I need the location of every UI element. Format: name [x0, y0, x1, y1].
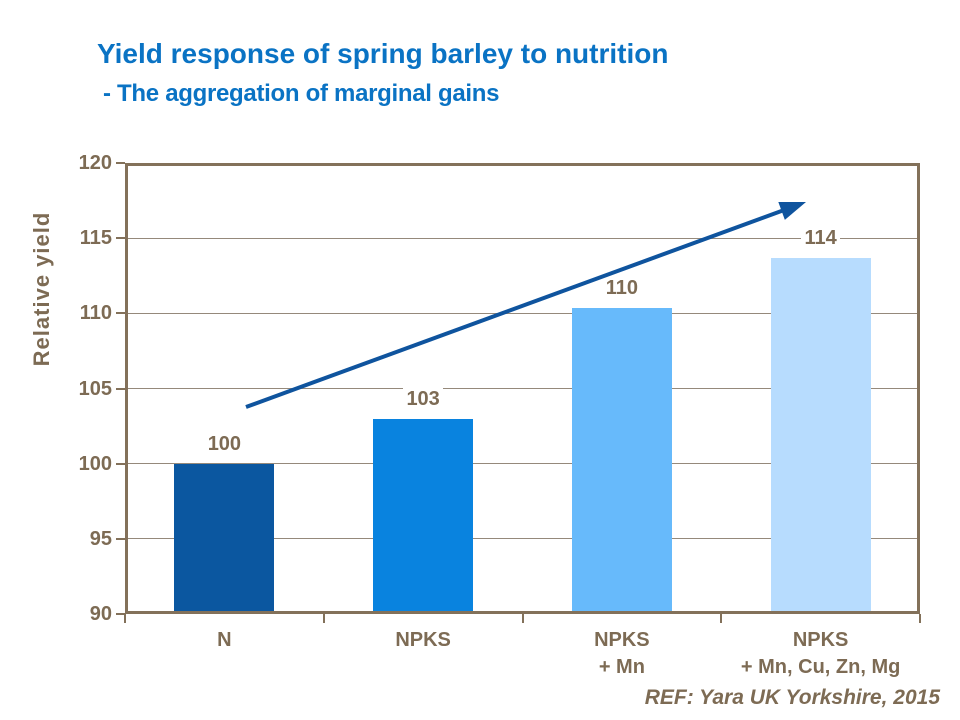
bar-value-text: 114	[801, 227, 840, 250]
x-axis-tick	[124, 614, 126, 623]
y-axis-tick	[116, 387, 125, 390]
x-axis-tick	[919, 614, 921, 623]
y-axis-tick	[116, 462, 125, 465]
y-tick-label: 105	[78, 377, 112, 400]
x-category-label-line: NPKS	[792, 629, 849, 651]
bar-value-label: 114	[771, 227, 871, 250]
bar	[174, 463, 275, 611]
x-category-label: NPKS + Mn, Cu, Zn, Mg	[681, 627, 960, 681]
bar-value-label: 100	[174, 432, 274, 455]
y-axis-tick	[116, 237, 125, 240]
slide-subtitle: - The aggregation of marginal gains	[103, 80, 500, 107]
y-tick-label: 120	[78, 152, 112, 174]
bar-value-text: 100	[204, 432, 245, 455]
reference-text: REF: Yara UK Yorkshire, 2015	[644, 686, 940, 709]
trend-arrow-head-icon	[778, 202, 806, 220]
trend-arrow-line	[245, 208, 785, 409]
bar-value-text: 110	[602, 277, 641, 300]
gridline	[128, 538, 917, 540]
x-axis-tick	[322, 614, 325, 623]
x-category-label: NPKS + Mn	[482, 627, 762, 681]
x-category-label-line: NPKS	[395, 629, 451, 651]
x-category-label: N	[84, 627, 364, 654]
x-category-label-line: + Mn, Cu, Zn, Mg	[740, 656, 901, 678]
y-axis-tick	[116, 312, 125, 315]
bar	[373, 418, 474, 611]
y-axis-tick	[116, 613, 125, 615]
bar-value-label: 103	[373, 387, 473, 410]
x-category-label-line: NPKS	[594, 629, 650, 651]
bar	[770, 258, 871, 611]
y-tick-label: 100	[78, 452, 112, 475]
bar	[571, 308, 672, 611]
bar-value-label: 110	[572, 277, 672, 300]
y-axis-tick	[116, 537, 125, 540]
bar-value-text: 103	[403, 387, 443, 410]
gridline	[128, 463, 917, 465]
x-axis-tick	[521, 614, 524, 623]
x-axis-tick	[720, 614, 723, 623]
y-tick-label: 90	[89, 603, 112, 625]
slide-title: Yield response of spring barley to nutri…	[97, 38, 669, 69]
y-axis-tick	[116, 162, 125, 164]
x-category-label-line: N	[217, 629, 232, 651]
y-tick-label: 95	[89, 527, 112, 550]
y-tick-label: 115	[79, 227, 112, 250]
x-category-label: NPKS	[283, 627, 563, 654]
x-category-label-line: + Mn	[598, 656, 645, 678]
y-tick-label: 110	[79, 302, 112, 325]
